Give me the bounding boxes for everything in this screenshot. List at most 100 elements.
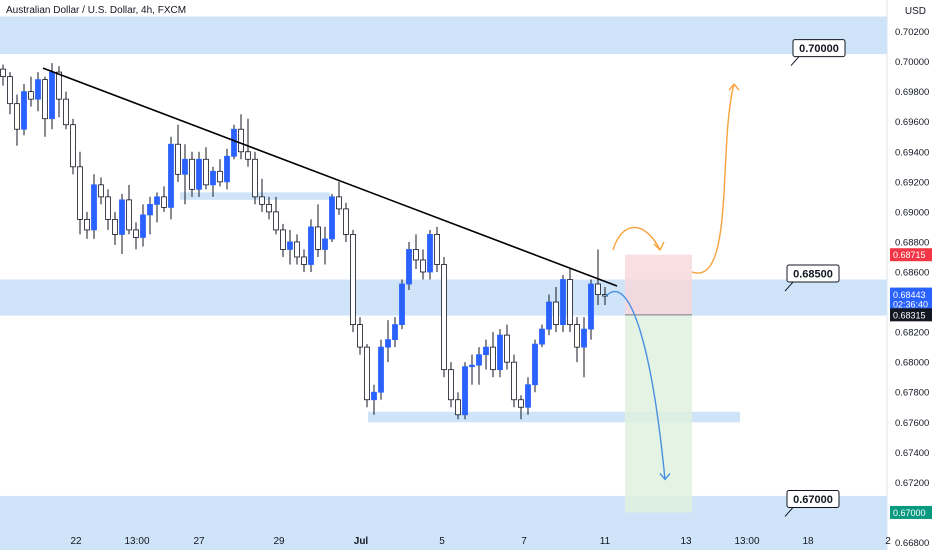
bearish-candle [441, 264, 447, 371]
bullish-candle [378, 346, 384, 393]
bearish-candle [595, 283, 601, 295]
callout-box [792, 39, 846, 58]
bearish-candle [84, 218, 90, 231]
x-axis-tick-label: 27 [193, 536, 205, 547]
bearish-candle [350, 234, 356, 325]
bearish-candle [518, 399, 524, 408]
bearish-candle [504, 334, 510, 363]
bullish-candle [532, 343, 538, 386]
bullish-candle [525, 384, 531, 408]
callout-pointer [784, 507, 794, 517]
x-axis-tick-label: 29 [273, 536, 285, 547]
callout-label: 0.68500 [793, 269, 833, 281]
stop-price-tag: 0.68715 [890, 248, 932, 262]
bullish-candle [287, 241, 293, 250]
bullish-candle [35, 79, 41, 100]
x-axis-tick-label: 13:00 [734, 536, 759, 547]
price-callout: 0.67000 [784, 489, 840, 517]
y-axis-tick-label: 0.67800 [895, 388, 929, 399]
bearish-candle [56, 71, 62, 100]
bearish-candle [448, 369, 454, 401]
bullish-candle [322, 238, 328, 250]
bearish-candle [280, 229, 286, 250]
bullish-candle [497, 334, 503, 371]
bearish-candle [511, 361, 517, 401]
target-price-tag: 0.67000 [890, 505, 932, 519]
arrow-up-icon [728, 83, 740, 91]
bearish-candle [336, 196, 342, 210]
projection-path-down [605, 290, 666, 480]
y-axis-tick-label: 0.69200 [895, 177, 929, 188]
callout-box [786, 264, 840, 283]
bearish-candle [112, 218, 118, 235]
y-axis-tick-label: 0.70000 [895, 57, 929, 68]
bearish-candle [175, 143, 181, 175]
stop-price-tag-text: 0.68715 [893, 250, 926, 260]
y-axis-tick-label: 0.70200 [895, 27, 929, 38]
bearish-candle [252, 158, 258, 198]
bullish-candle [462, 366, 468, 416]
bearish-candle [490, 346, 496, 371]
bullish-candle [427, 234, 433, 273]
bearish-candle [14, 103, 20, 130]
x-axis-tick-label: 2 [885, 536, 891, 547]
arrow-down-icon [659, 472, 671, 481]
y-axis-tick-label: 0.69600 [895, 117, 929, 128]
bullish-candle [588, 283, 594, 330]
bearish-candle [63, 98, 69, 126]
x-axis-tick-label: 22 [70, 536, 82, 547]
entry-price-tag-bg [890, 308, 932, 322]
bullish-candle [210, 170, 216, 186]
bullish-candle [119, 199, 125, 235]
bullish-candle [231, 128, 237, 157]
bullish-candle [224, 155, 230, 183]
bearish-candle [364, 346, 370, 401]
bearish-candle [217, 170, 223, 183]
bearish-candle [420, 259, 426, 273]
bearish-candle [553, 301, 559, 325]
bullish-candle [483, 346, 489, 356]
bullish-candle [406, 249, 412, 285]
y-axis-tick-label: 0.68200 [895, 328, 929, 339]
y-axis-tick-label: 0.69800 [895, 87, 929, 98]
x-axis-tick-label: 7 [521, 536, 527, 547]
bullish-candle [399, 283, 405, 325]
bullish-candle [546, 301, 552, 330]
bullish-candle [539, 328, 545, 345]
bearish-candle [126, 199, 132, 231]
x-axis-tick-label: 18 [802, 536, 814, 547]
bearish-candle [133, 229, 139, 238]
bearish-candle [266, 203, 272, 213]
stop-loss-zone [625, 254, 692, 315]
x-axis-tick-label: 13:00 [124, 536, 149, 547]
symbol-title: Australian Dollar / U.S. Dollar, 4h, FXC… [6, 5, 187, 16]
bearish-candle [301, 256, 307, 265]
current-price-text: 0.68443 [893, 290, 926, 300]
bearish-candle [357, 324, 363, 348]
bearish-candle [294, 241, 300, 258]
callout-box [786, 489, 840, 508]
bearish-candle [245, 151, 251, 160]
target-price-tag-bg [890, 505, 932, 519]
y-axis-tick-label: 0.68800 [895, 237, 929, 248]
bearish-candle [567, 279, 573, 325]
bearish-candle [161, 196, 167, 208]
arrowhead-icon [653, 241, 665, 252]
bearish-candle [434, 234, 440, 265]
bearish-candle [70, 124, 76, 168]
x-axis-tick-label: 13 [680, 536, 692, 547]
support-resistance-zone [368, 411, 740, 423]
x-axis-tick-label: 11 [600, 536, 611, 547]
bearish-candle [455, 399, 461, 416]
bearish-candle [105, 196, 111, 220]
y-axis-tick-label: 0.67600 [895, 418, 929, 429]
bullish-candle [49, 71, 55, 120]
bearish-candle [28, 91, 34, 100]
bullish-candle [91, 184, 97, 231]
projection-path-up [691, 83, 735, 274]
bearish-candle [189, 158, 195, 190]
bearish-candle [203, 158, 209, 186]
stop-price-tag-bg [890, 248, 932, 262]
